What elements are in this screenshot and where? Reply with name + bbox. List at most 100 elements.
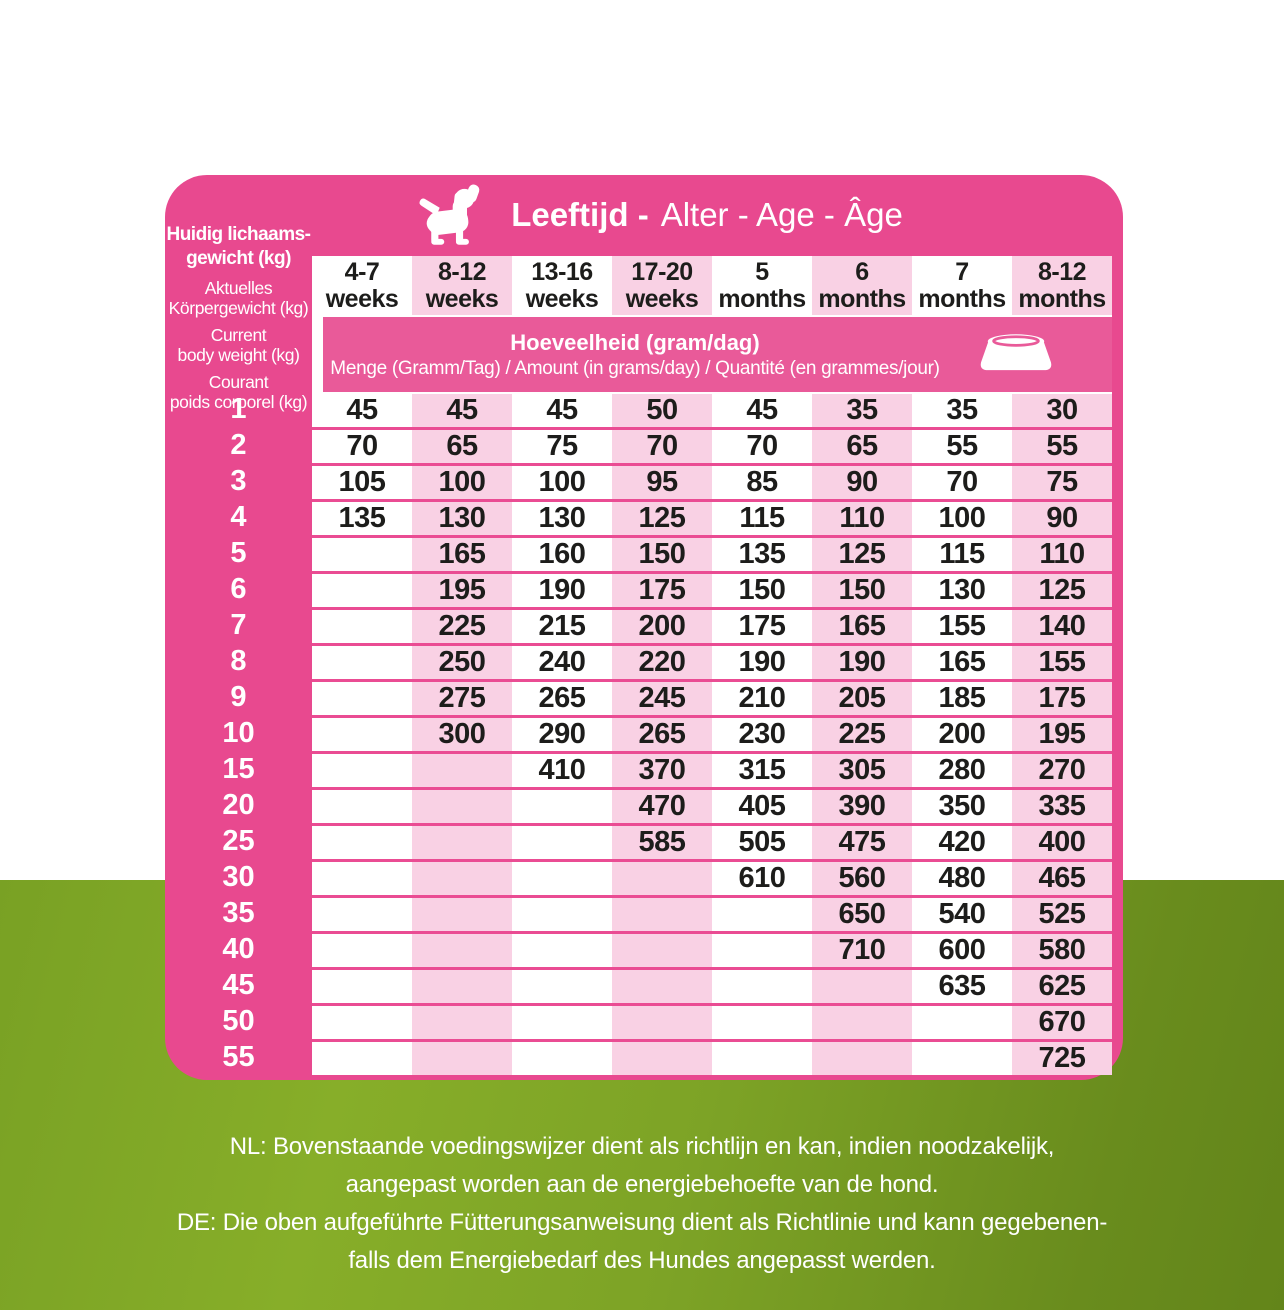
amount-cell xyxy=(312,1042,412,1075)
amount-cell: 525 xyxy=(1012,898,1112,931)
amount-cell: 200 xyxy=(912,718,1012,751)
amount-cell: 135 xyxy=(712,538,812,571)
amount-cell: 300 xyxy=(412,718,512,751)
amount-cell: 185 xyxy=(912,682,1012,715)
amount-cell xyxy=(412,862,512,895)
table-row: 585 505 475 420 400 xyxy=(312,826,1112,859)
table-row: 725 xyxy=(312,1042,1112,1075)
amount-cell: 165 xyxy=(412,538,512,571)
amount-cell: 225 xyxy=(812,718,912,751)
age-header-range: 8-12 xyxy=(1037,257,1087,286)
amount-cell: 205 xyxy=(812,682,912,715)
amount-cell: 175 xyxy=(612,574,712,607)
table-row: 650 540 525 xyxy=(312,898,1112,931)
amount-cell xyxy=(812,1006,912,1039)
weight-row-label: 10 xyxy=(222,717,255,749)
amount-cell xyxy=(412,898,512,931)
table-row: 195 190 175 150 150 130 125 xyxy=(312,574,1112,607)
amount-cell: 610 xyxy=(712,862,812,895)
amount-cell xyxy=(812,970,912,1003)
amount-cell xyxy=(312,934,412,967)
amount-cell: 85 xyxy=(712,466,812,499)
amount-cell xyxy=(512,862,612,895)
amount-cell xyxy=(512,790,612,823)
disclaimer-line: falls dem Energiebedarf des Hundes angep… xyxy=(348,1247,936,1274)
amount-cell xyxy=(612,934,712,967)
amount-banner: Hoeveelheid (gram/dag) Menge (Gramm/Tag)… xyxy=(323,317,1112,392)
table-row: 45 45 45 50 45 35 35 30 xyxy=(312,394,1112,427)
age-header-range: 17-20 xyxy=(631,257,693,286)
amount-cell xyxy=(812,1042,912,1075)
age-header-range: 8-12 xyxy=(437,257,487,286)
amount-cell: 165 xyxy=(912,646,1012,679)
amount-cell: 135 xyxy=(312,502,412,535)
amount-cell xyxy=(312,538,412,571)
amount-cell xyxy=(612,970,712,1003)
amount-cell: 195 xyxy=(1012,718,1112,751)
weight-label-en-2: body weight (kg) xyxy=(177,345,300,365)
amount-cell xyxy=(512,1006,612,1039)
age-header-unit: weeks xyxy=(425,284,499,313)
age-header-unit: months xyxy=(918,284,1006,313)
weight-row-label: 7 xyxy=(230,609,247,641)
amount-cell: 30 xyxy=(1012,394,1112,427)
amount-cell: 100 xyxy=(912,502,1012,535)
age-header-unit: weeks xyxy=(625,284,699,313)
amount-cell: 75 xyxy=(1012,466,1112,499)
amount-cell: 165 xyxy=(812,610,912,643)
amount-cell: 155 xyxy=(1012,646,1112,679)
amount-cell: 410 xyxy=(512,754,612,787)
amount-cell: 475 xyxy=(812,826,912,859)
weight-row-label: 9 xyxy=(230,681,247,713)
table-row: 250 240 220 190 190 165 155 xyxy=(312,646,1112,679)
amount-cell: 370 xyxy=(612,754,712,787)
amount-cell xyxy=(312,682,412,715)
weight-label-de-2: Körpergewicht (kg) xyxy=(168,298,309,318)
age-column-header: 4-7 weeks xyxy=(312,256,412,315)
amount-cell xyxy=(312,898,412,931)
amount-cell: 45 xyxy=(312,394,412,427)
amount-cell: 225 xyxy=(412,610,512,643)
weight-row-label: 40 xyxy=(222,933,255,965)
amount-cell xyxy=(712,898,812,931)
amount-cell: 35 xyxy=(812,394,912,427)
table-row: 300 290 265 230 225 200 195 xyxy=(312,718,1112,751)
amount-cell: 470 xyxy=(612,790,712,823)
amount-cell: 190 xyxy=(512,574,612,607)
dog-icon xyxy=(415,183,493,248)
amount-cell: 400 xyxy=(1012,826,1112,859)
weight-label-en-1: Current xyxy=(210,325,267,345)
amount-cell: 275 xyxy=(412,682,512,715)
table-row: 225 215 200 175 165 155 140 xyxy=(312,610,1112,643)
amount-cell xyxy=(412,970,512,1003)
amount-cell xyxy=(512,898,612,931)
amount-cell: 45 xyxy=(512,394,612,427)
amount-cell: 115 xyxy=(712,502,812,535)
amount-cell: 70 xyxy=(312,430,412,463)
amount-cell: 125 xyxy=(1012,574,1112,607)
amount-cell: 290 xyxy=(512,718,612,751)
amount-cell: 710 xyxy=(812,934,912,967)
amount-cell: 230 xyxy=(712,718,812,751)
amount-cell xyxy=(612,1042,712,1075)
amounts-table: 45 45 45 50 45 35 35 30 70 65 75 70 70 65 55 55 105 100 10… xyxy=(312,394,1112,1075)
amount-cell: 465 xyxy=(1012,862,1112,895)
disclaimer-line: DE: Die oben aufgeführte Fütterungsanwei… xyxy=(176,1209,1108,1236)
age-column-header: 13-16 weeks xyxy=(512,256,612,315)
amount-cell: 480 xyxy=(912,862,1012,895)
amount-cell: 215 xyxy=(512,610,612,643)
age-column-header: 8-12 weeks xyxy=(412,256,512,315)
weight-row-label: 3 xyxy=(230,465,247,497)
amount-cell: 70 xyxy=(912,466,1012,499)
weight-row-label: 55 xyxy=(222,1041,255,1073)
table-row: 470 405 390 350 335 xyxy=(312,790,1112,823)
amount-cell xyxy=(712,1006,812,1039)
age-column-header: 8-12 months xyxy=(1012,256,1112,315)
age-header-band: Leeftijd - Alter - Age - Âge xyxy=(165,175,1123,255)
amount-cell: 585 xyxy=(612,826,712,859)
amount-cell: 150 xyxy=(712,574,812,607)
weight-row-label: 50 xyxy=(222,1005,255,1037)
amount-cell: 140 xyxy=(1012,610,1112,643)
weight-row-label: 45 xyxy=(222,969,255,1001)
amount-cell: 335 xyxy=(1012,790,1112,823)
